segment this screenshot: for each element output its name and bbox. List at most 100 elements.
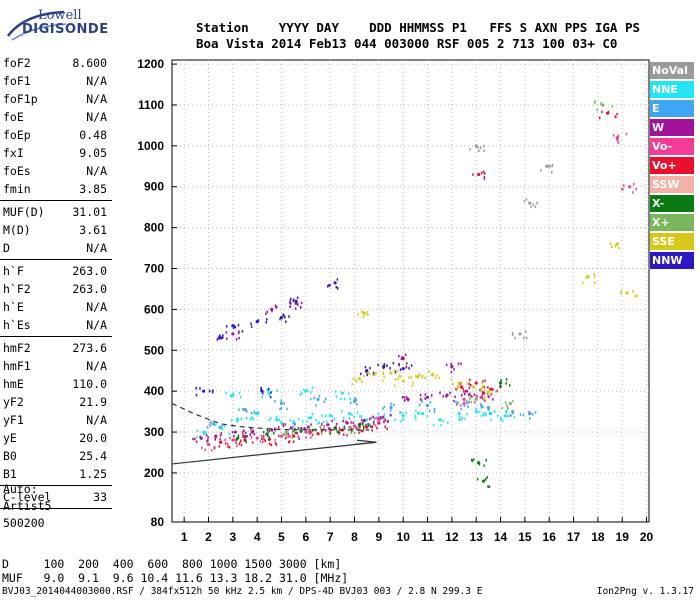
data-point-vo <box>238 442 241 446</box>
data-point-vo <box>482 170 485 174</box>
data-point-nnw <box>329 283 331 287</box>
data-point-nne <box>266 388 268 391</box>
data-point-nne <box>258 411 260 415</box>
data-point-vo <box>374 424 377 427</box>
data-point-nne <box>312 386 314 389</box>
param-name: yF1 <box>3 413 24 427</box>
data-point-nnw <box>398 363 400 367</box>
data-point-w <box>294 307 297 310</box>
data-point-x <box>235 441 237 444</box>
param-row-fof1: foF1 N/A <box>0 72 112 90</box>
data-point-w <box>404 353 407 356</box>
data-point-x <box>260 437 263 440</box>
legend-item-vo: Vo+ <box>650 157 694 174</box>
data-point-e <box>315 404 317 407</box>
data-point-x <box>268 429 271 433</box>
data-point-sse <box>486 392 488 395</box>
data-point-nnw <box>195 386 197 390</box>
data-point-vo <box>262 440 264 444</box>
param-value: 20.0 <box>79 431 107 445</box>
data-point-sse <box>362 315 365 319</box>
data-point-nne <box>245 416 248 420</box>
data-point-w <box>468 392 471 396</box>
data-point-noval <box>525 198 528 201</box>
y-tick-label: 1000 <box>137 139 164 153</box>
data-point-sse <box>355 380 358 383</box>
param-row-fof2: foF2 8.600 <box>0 54 112 72</box>
data-point-sse <box>363 374 365 378</box>
data-point-x <box>283 433 286 436</box>
data-point-vo <box>292 440 295 443</box>
data-point-x <box>470 400 473 404</box>
data-point-w <box>481 396 484 400</box>
param-row-fmin: fmin 3.85 <box>0 180 112 198</box>
data-point-x <box>268 436 271 439</box>
data-point-vo <box>208 443 211 446</box>
data-point-nne <box>480 414 483 417</box>
data-point-nne <box>231 395 233 398</box>
logo-swoosh-icon <box>6 10 67 41</box>
data-point-nnw <box>389 366 391 370</box>
data-point-nnw <box>222 334 224 337</box>
data-point-w <box>407 398 410 402</box>
data-point-nne <box>415 409 417 412</box>
data-point-nne <box>236 417 239 420</box>
y-tick-label: 500 <box>144 343 164 357</box>
data-point-x <box>501 406 504 410</box>
param-name: h`E <box>3 300 24 314</box>
data-point-sse <box>401 379 405 383</box>
data-point-vo <box>372 422 375 425</box>
data-point-vo <box>213 446 216 449</box>
data-point-x <box>507 407 509 411</box>
data-point-w <box>449 391 451 395</box>
data-point-x <box>508 384 511 387</box>
data-point-w <box>342 419 344 423</box>
data-point-nne <box>278 418 281 422</box>
data-point-vo <box>460 382 462 385</box>
data-point-nne <box>261 395 263 399</box>
data-point-sse <box>450 378 452 381</box>
data-point-w <box>310 423 312 426</box>
data-point-vo <box>224 438 226 442</box>
data-point-nne <box>466 412 468 416</box>
param-name: foF1p <box>3 92 38 106</box>
data-point-w <box>246 435 248 438</box>
data-point-w <box>225 337 228 340</box>
data-point-nne <box>292 421 295 424</box>
data-point-x <box>338 431 341 434</box>
param-value: N/A <box>86 241 107 255</box>
data-point-w <box>295 431 298 435</box>
data-point-sse <box>398 374 401 378</box>
data-point-nne <box>369 423 372 426</box>
data-point-x <box>235 438 238 442</box>
data-point-vo <box>371 429 373 432</box>
data-point-w <box>231 430 234 434</box>
data-point-w <box>237 331 240 335</box>
footer-distance-row: D 100 200 400 600 800 1000 1500 3000 [km… <box>2 557 342 571</box>
data-point-vo <box>352 424 357 428</box>
data-point-e <box>466 402 468 405</box>
data-point-e <box>382 407 384 410</box>
data-point-w <box>271 309 273 313</box>
data-point-w <box>390 413 392 417</box>
data-point-x <box>611 105 613 108</box>
data-point-noval <box>469 148 471 151</box>
data-point-sse <box>354 378 357 381</box>
data-point-sse <box>410 375 413 379</box>
data-point-e <box>383 405 386 409</box>
data-point-w <box>273 427 276 430</box>
data-point-sse <box>389 371 393 375</box>
x-tick-label: 19 <box>616 530 630 544</box>
param-name: foEs <box>3 164 31 178</box>
data-point-sse <box>421 374 424 378</box>
data-point-w <box>463 392 466 396</box>
data-point-w <box>343 427 346 430</box>
data-point-nne <box>223 424 226 428</box>
data-point-vo <box>268 442 271 446</box>
data-point-sse <box>456 384 459 388</box>
footer-muf-row: MUF 9.0 9.1 9.6 10.4 11.6 13.3 18.2 31.0… <box>2 571 349 585</box>
data-point-w <box>241 431 244 434</box>
virtual-height-trace <box>171 402 370 431</box>
data-point-nne <box>299 393 301 396</box>
